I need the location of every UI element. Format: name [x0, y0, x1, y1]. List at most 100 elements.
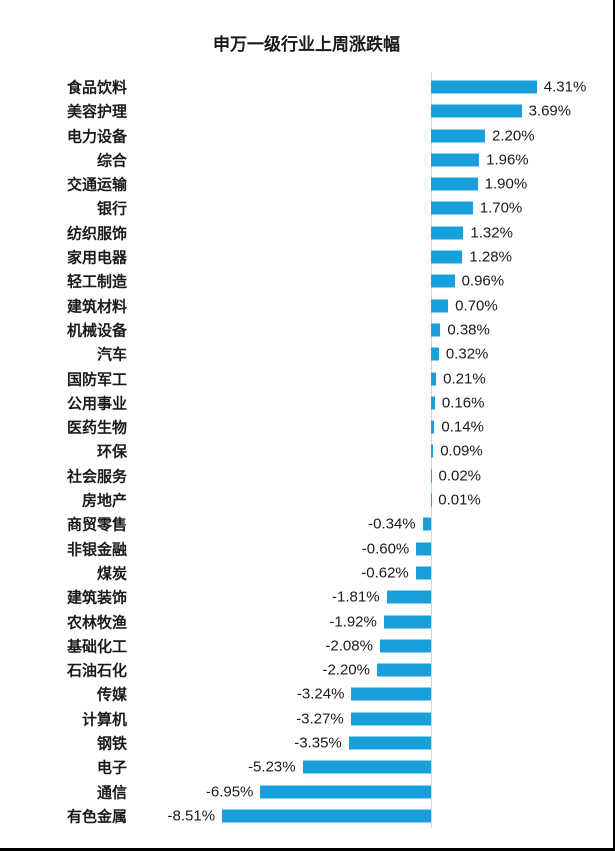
category-label: 有色金属 — [66, 808, 127, 826]
value-label: 1.28% — [469, 248, 512, 266]
category-label: 传媒 — [96, 686, 127, 704]
bar — [383, 615, 431, 629]
bar — [379, 639, 431, 653]
chart-row: 煤炭 -0.62% — [0, 561, 613, 585]
value-label: -5.23% — [248, 758, 296, 776]
bar — [431, 201, 473, 215]
category-label: 建筑材料 — [66, 298, 127, 316]
chart-row: 房地产 0.01% — [0, 488, 613, 512]
category-label: 综合 — [96, 152, 127, 170]
chart-row: 交通运输 1.90% — [0, 172, 613, 196]
chart-row: 汽车 0.32% — [0, 342, 613, 366]
bar — [302, 760, 431, 774]
bar — [431, 420, 435, 434]
bar — [348, 736, 431, 750]
category-label: 公用事业 — [66, 395, 127, 413]
bar — [431, 347, 439, 361]
category-label: 银行 — [96, 200, 127, 218]
chart-row: 建筑材料 0.70% — [0, 294, 613, 318]
value-label: 1.32% — [470, 224, 513, 242]
chart-row: 基础化工 -2.08% — [0, 634, 613, 658]
bar — [350, 712, 431, 726]
value-label: 0.14% — [441, 418, 484, 436]
value-label: -6.95% — [205, 783, 254, 801]
category-label: 电力设备 — [66, 128, 127, 146]
bar — [431, 80, 537, 94]
chart-row: 美容护理 3.69% — [0, 99, 613, 123]
chart-row: 社会服务 0.02% — [0, 464, 613, 488]
chart-row: 传媒 -3.24% — [0, 682, 613, 706]
chart-row: 钢铁 -3.35% — [0, 731, 613, 755]
value-label: -3.27% — [296, 710, 344, 728]
chart-row: 国防军工 0.21% — [0, 366, 613, 390]
category-label: 石油石化 — [66, 662, 127, 680]
chart-row: 非银金融 -0.60% — [0, 537, 613, 561]
category-label: 社会服务 — [66, 468, 127, 486]
category-label: 商贸零售 — [66, 516, 127, 534]
value-label: -3.35% — [294, 734, 342, 752]
category-label: 汽车 — [96, 346, 127, 364]
chart-row: 食品饮料 4.31% — [0, 75, 613, 99]
value-label: 4.31% — [543, 78, 587, 96]
category-label: 煤炭 — [96, 565, 127, 583]
chart-row: 农林牧渔 -1.92% — [0, 609, 613, 633]
chart-row: 医药生物 0.14% — [0, 415, 613, 439]
category-label: 机械设备 — [66, 322, 127, 340]
value-label: -1.81% — [332, 588, 380, 606]
chart-row: 电子 -5.23% — [0, 755, 613, 779]
bar — [431, 153, 480, 167]
category-label: 环保 — [96, 443, 127, 461]
bar — [431, 299, 449, 313]
value-label: 0.16% — [441, 394, 485, 412]
bar — [260, 785, 431, 799]
chart-row: 有色金属 -8.51% — [0, 804, 613, 828]
bar — [431, 396, 435, 410]
category-label: 医药生物 — [66, 419, 127, 437]
category-label: 基础化工 — [66, 638, 127, 656]
chart-row: 纺织服饰 1.32% — [0, 221, 613, 245]
value-label: 1.90% — [484, 175, 528, 193]
category-label: 家用电器 — [66, 249, 127, 267]
value-label: 0.70% — [455, 297, 498, 315]
category-label: 钢铁 — [96, 735, 127, 753]
bar — [431, 226, 464, 240]
value-label: 1.96% — [486, 151, 529, 169]
chart-row: 银行 1.70% — [0, 196, 613, 220]
bar — [431, 444, 434, 458]
chart-title: 申万一级行业上周涨跌幅 — [213, 35, 400, 54]
value-label: -0.62% — [361, 564, 409, 582]
category-label: 食品饮料 — [66, 79, 127, 97]
bar — [431, 177, 478, 191]
chart-row: 计算机 -3.27% — [0, 707, 613, 731]
category-label: 通信 — [96, 784, 127, 802]
value-label: 2.20% — [492, 127, 535, 145]
value-label: 1.70% — [479, 199, 523, 217]
category-label: 农林牧渔 — [66, 614, 127, 632]
value-label: 0.38% — [447, 321, 490, 339]
chart-row: 建筑装饰 -1.81% — [0, 585, 613, 609]
category-label: 计算机 — [81, 711, 127, 729]
value-label: 0.01% — [438, 491, 481, 509]
bar — [422, 517, 431, 531]
bar — [431, 323, 441, 337]
category-label: 纺织服饰 — [66, 225, 127, 243]
bar — [431, 104, 522, 118]
chart-row: 通信 -6.95% — [0, 780, 613, 804]
value-label: -2.20% — [322, 661, 370, 679]
bar — [431, 129, 485, 143]
chart-row: 电力设备 2.20% — [0, 123, 613, 147]
value-label: 0.96% — [461, 272, 505, 290]
chart-row: 轻工制造 0.96% — [0, 269, 613, 293]
bar — [386, 590, 431, 604]
value-label: -3.24% — [296, 685, 345, 703]
chart-row: 家用电器 1.28% — [0, 245, 613, 269]
category-label: 房地产 — [81, 492, 127, 510]
value-label: 0.02% — [438, 467, 482, 485]
category-label: 建筑装饰 — [66, 589, 127, 607]
bar — [222, 809, 431, 823]
value-label: -0.34% — [368, 515, 416, 533]
category-label: 电子 — [96, 759, 127, 777]
value-label: -2.08% — [325, 637, 373, 655]
